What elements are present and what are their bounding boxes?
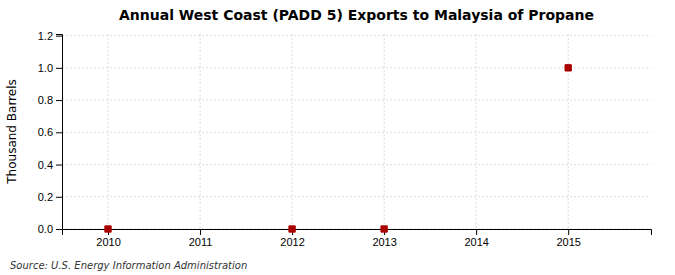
grid-line <box>62 67 651 68</box>
tick-label: 0.0 <box>38 223 53 235</box>
tick: 1.2 <box>38 30 62 42</box>
x-axis: 2010 2011 2012 2013 2014 2015 <box>63 229 652 248</box>
point <box>565 65 571 71</box>
grid-line <box>62 164 651 165</box>
tick-mark <box>56 68 62 69</box>
plot: 2010 2011 2012 2013 2014 2015 0.0 0.2 0.4 0.6 0.8 1… <box>38 30 652 248</box>
grid-line <box>476 34 477 229</box>
tick: 1.0 <box>38 62 62 74</box>
tick-mark <box>56 165 62 166</box>
point <box>381 226 387 232</box>
points <box>105 65 571 232</box>
annotation: Source: U.S. Energy Information Administ… <box>10 260 247 271</box>
tick-label: 0.6 <box>38 126 53 138</box>
tick-label: 0.2 <box>38 191 53 203</box>
grid-line <box>292 34 293 229</box>
axis-line <box>63 230 652 236</box>
tick-mark <box>200 229 201 235</box>
title: Annual West Coast (PADD 5) Exports to Ma… <box>119 7 594 23</box>
grid-line <box>568 34 569 229</box>
tick-label: 2012 <box>280 236 304 248</box>
tick-label: 1.2 <box>38 30 53 42</box>
tick-label: 0.4 <box>38 159 53 171</box>
tick-mark <box>56 100 62 101</box>
axis-line <box>56 35 63 230</box>
y-axis-title: Thousand Barrels <box>5 79 19 184</box>
tick-mark <box>56 229 62 230</box>
tick-mark <box>476 229 477 235</box>
tick-mark <box>56 36 62 37</box>
tick: 0.8 <box>38 94 62 106</box>
grid-line <box>62 35 651 36</box>
tick-label: 2013 <box>372 236 396 248</box>
tick-label: 2010 <box>96 236 120 248</box>
point <box>105 226 111 232</box>
grid <box>62 34 651 229</box>
tick-label: 2015 <box>556 236 580 248</box>
tick: 0.4 <box>38 159 62 171</box>
grid-line <box>200 34 201 229</box>
tick-label: 1.0 <box>38 62 53 74</box>
tick-mark <box>568 229 569 235</box>
y-axis: 0.0 0.2 0.4 0.6 0.8 1.0 1.2 <box>38 30 63 235</box>
grid-line <box>62 132 651 133</box>
tick-label: 2011 <box>189 236 213 248</box>
chart: 2010 2011 2012 2013 2014 2015 0.0 0.2 0.4 0.6 0.8 1… <box>0 0 675 275</box>
point <box>289 226 295 232</box>
tick: 0.6 <box>38 126 62 138</box>
tick-mark <box>56 197 62 198</box>
grid-line <box>62 196 651 197</box>
tick-label: 0.8 <box>38 94 53 106</box>
tick: 2014 <box>464 229 488 248</box>
tick: 0.2 <box>38 191 62 203</box>
grid-line <box>108 34 109 229</box>
tick-label: 2014 <box>464 236 488 248</box>
tick: 2015 <box>556 229 580 248</box>
tick: 0.0 <box>38 223 62 235</box>
tick: 2011 <box>189 229 213 248</box>
grid-line <box>62 100 651 101</box>
grid-line <box>384 34 385 229</box>
tick-mark <box>56 132 62 133</box>
